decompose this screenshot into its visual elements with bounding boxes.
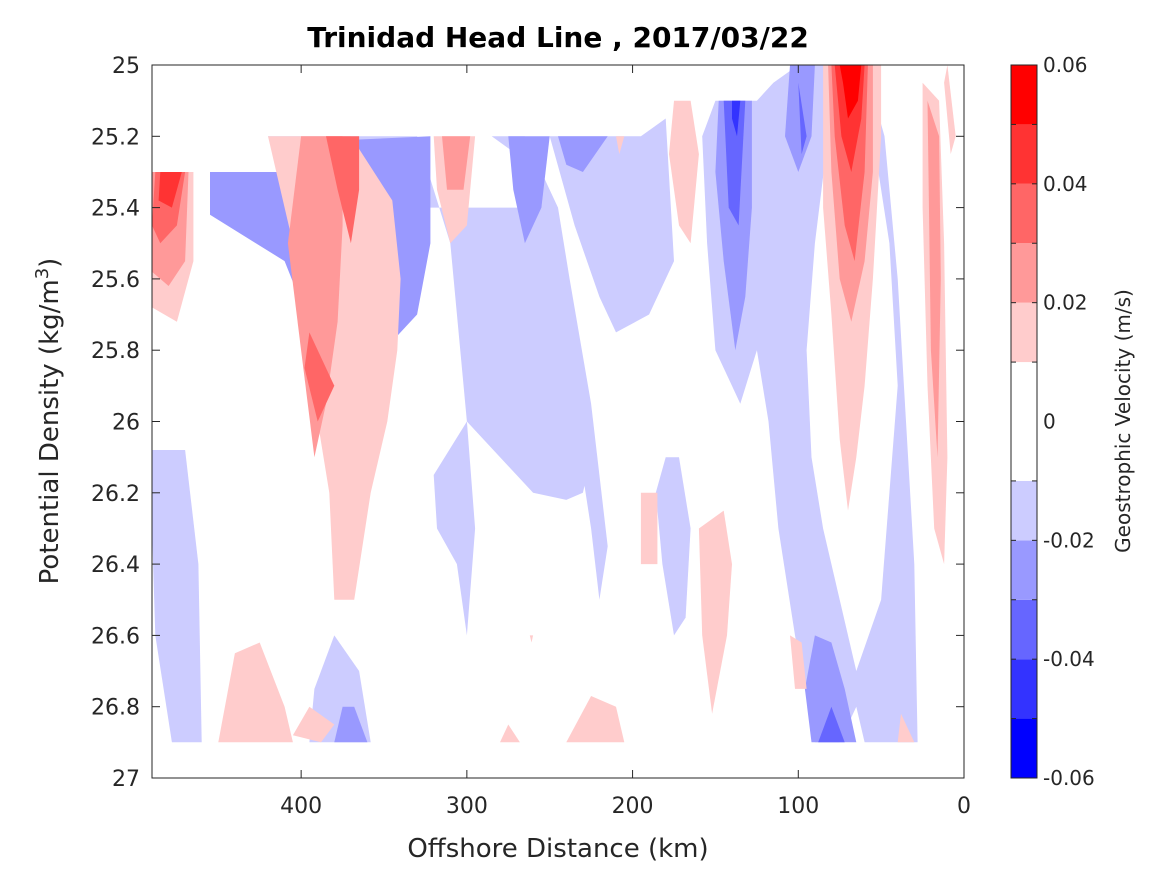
contour-region (529, 635, 534, 643)
contour-region (723, 100, 746, 226)
colorbar-swatch (1011, 183, 1037, 244)
x-tick-label: 0 (957, 794, 971, 819)
colorbar-frame (1010, 64, 1038, 779)
contour-region (442, 136, 471, 190)
contour-region (292, 706, 335, 743)
y-tick-label: 26.8 (91, 696, 140, 721)
contour-region (944, 65, 956, 155)
contour-region (616, 136, 625, 155)
contour-region (210, 136, 592, 500)
contour-region (508, 136, 550, 244)
contour-region (491, 136, 608, 600)
colorbar-swatch (1011, 540, 1037, 600)
y-axis-title-main: Potential Density (kg/m (35, 279, 65, 584)
contour-region (732, 100, 741, 137)
contour-region (640, 492, 658, 565)
contour-region (334, 706, 368, 743)
y-tick-label: 26 (112, 411, 140, 436)
contour-region (839, 65, 862, 119)
contour-region (655, 457, 691, 636)
contour-region (798, 82, 807, 155)
contour-region (549, 118, 674, 333)
colorbar-swatch (1011, 243, 1037, 303)
contour-region (669, 100, 699, 244)
contour-region (897, 713, 915, 743)
contour-region (433, 421, 476, 636)
x-tick-label: 400 (280, 794, 322, 819)
contour-region (790, 635, 807, 689)
colorbar: 0.06 0.04 0.02 0 -0.02 -0.04 -0.06 (1010, 53, 1095, 790)
colorbar-title: Geostrophic Velocity (m/s) (1111, 289, 1135, 553)
colorbar-swatch (1011, 659, 1037, 719)
colorbar-swatch (1011, 362, 1037, 481)
colorbar-swatch (1011, 302, 1037, 363)
x-tick-label: 100 (777, 794, 819, 819)
contour-region (218, 642, 293, 743)
colorbar-tick-label: 0.04 (1043, 172, 1088, 196)
contour-region (558, 136, 608, 172)
contour-region (326, 136, 360, 244)
colorbar-tick-label: -0.04 (1043, 647, 1095, 671)
y-axis-title-close: ) (35, 258, 65, 268)
colorbar-swatch (1011, 599, 1037, 660)
contour-region (152, 450, 202, 743)
y-tick-label: 25.8 (91, 339, 140, 364)
contour-region (702, 65, 918, 743)
contour-region (927, 100, 941, 458)
y-tick-label: 27 (112, 767, 140, 792)
y-tick-label: 26.6 (91, 624, 140, 649)
contour-region (158, 172, 182, 208)
colorbar-tick-label: 0 (1043, 410, 1056, 434)
y-tick-label: 25.6 (91, 268, 140, 293)
colorbar-tick-label: 0.06 (1043, 53, 1088, 77)
colorbar-tick-label: 0.02 (1043, 291, 1088, 315)
x-tick-label: 200 (612, 794, 654, 819)
colorbar-swatch (1011, 124, 1037, 184)
contour-regions (152, 65, 956, 743)
contour-region (804, 635, 857, 743)
colorbar-swatch (1011, 480, 1037, 541)
x-axis-title: Offshore Distance (km) (407, 834, 708, 864)
contour-region (566, 696, 625, 743)
colorbar-tick-label: -0.02 (1043, 528, 1095, 552)
contour-region (698, 510, 732, 714)
y-axis-title-superscript: 3 (32, 268, 53, 279)
colorbar-tick-label: -0.06 (1043, 766, 1095, 790)
colorbar-swatch (1011, 65, 1037, 125)
contour-region (500, 724, 520, 743)
chart-title: Trinidad Head Line , 2017/03/22 (307, 21, 809, 54)
y-tick-label: 26.2 (91, 482, 140, 507)
y-tick-label: 25.4 (91, 197, 140, 222)
y-tick-label: 25 (112, 54, 140, 79)
contour-region (818, 706, 845, 743)
y-axis: 25 25.2 25.4 25.6 25.8 26 26.2 26.4 26.6 26.8 27 (91, 54, 964, 792)
x-axis: 400 300 200 100 0 (280, 65, 971, 819)
colorbar-swatch (1011, 718, 1037, 778)
contour-region (304, 332, 335, 422)
y-tick-label: 25.2 (91, 125, 140, 150)
contour-region (715, 100, 752, 351)
x-tick-label: 300 (446, 794, 488, 819)
y-tick-label: 26.4 (91, 553, 140, 578)
y-axis-title: Potential Density (kg/m3) (32, 258, 65, 585)
contour-region (785, 65, 815, 172)
